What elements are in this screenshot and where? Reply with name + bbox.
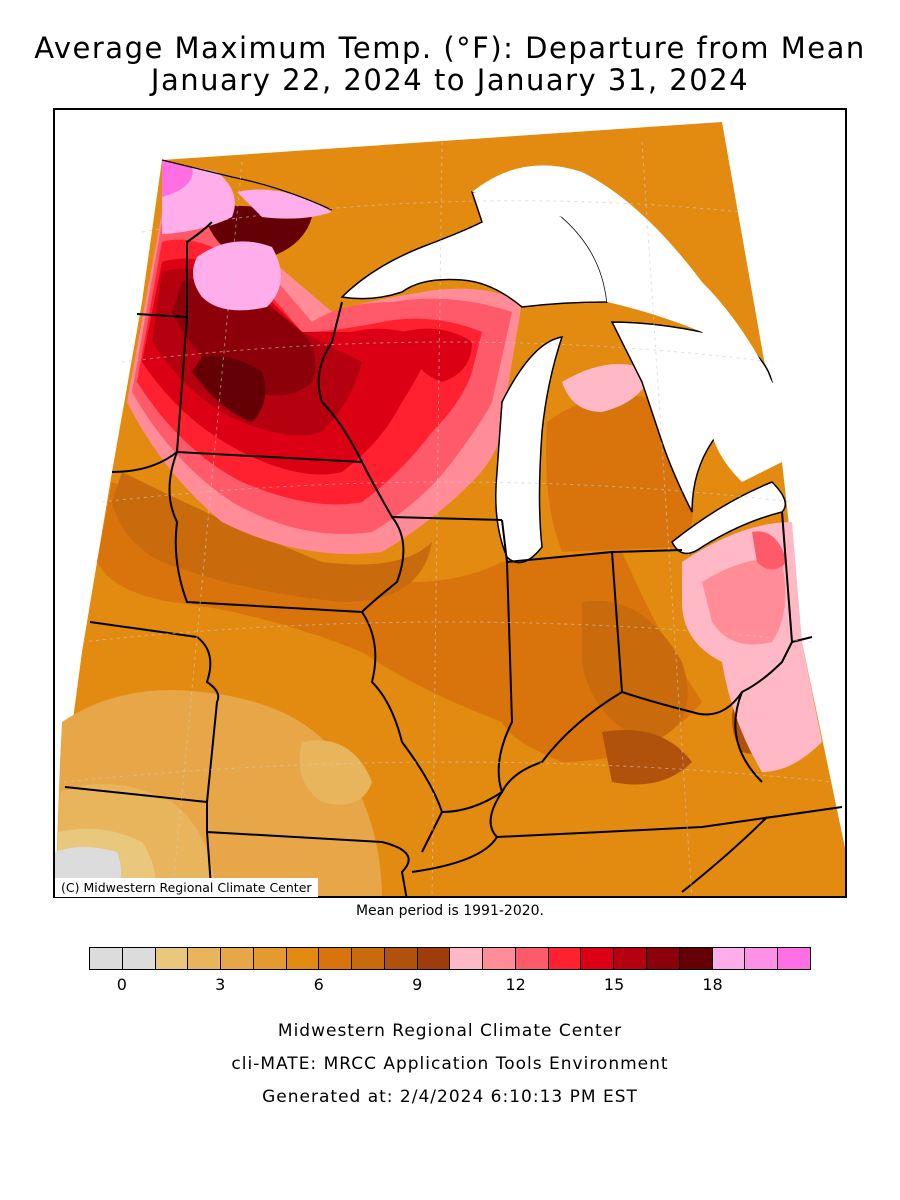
map-date-range: January 22, 2024 to January 31, 2024	[150, 63, 750, 97]
legend-swatch	[384, 948, 418, 969]
legend-swatch	[745, 948, 779, 969]
legend-swatch	[548, 948, 582, 969]
legend-swatch	[712, 948, 746, 969]
legend-tick-label: 0	[116, 975, 127, 994]
map-title: Average Maximum Temp. (°F): Departure fr…	[34, 31, 866, 65]
canada-border-north	[161, 159, 333, 211]
legend-swatch	[417, 948, 451, 969]
mean-period-note: Mean period is 1991-2020.	[355, 903, 545, 919]
legend-swatch	[614, 948, 648, 969]
legend-swatch	[778, 948, 810, 969]
footer-generated-time: Generated at: 2/4/2024 6:10:13 PM EST	[262, 1087, 638, 1107]
legend-swatch	[483, 948, 516, 969]
state-borders	[64, 221, 843, 896]
legend-tick-label: 6	[313, 975, 324, 994]
legend-swatch	[253, 948, 287, 969]
map-frame	[53, 108, 847, 898]
legend-swatch	[450, 948, 484, 969]
legend-tick-label: 3	[215, 975, 226, 994]
lake-erie	[671, 481, 787, 555]
departure-map	[55, 122, 845, 896]
canada-region	[472, 165, 782, 483]
copyright-label: (C) Midwestern Regional Climate Center	[55, 878, 318, 897]
color-legend	[89, 947, 811, 970]
legend-swatch	[647, 948, 680, 969]
legend-swatch	[515, 948, 549, 969]
legend-tick-label: 9	[412, 975, 423, 994]
legend-tick-label: 15	[603, 975, 625, 994]
legend-swatch	[286, 948, 320, 969]
footer-tool-name: cli-MATE: MRCC Application Tools Environ…	[231, 1054, 669, 1074]
legend-swatch	[188, 948, 222, 969]
lake-michigan	[495, 336, 564, 564]
legend-swatch	[352, 948, 385, 969]
footer-organization: Midwestern Regional Climate Center	[277, 1021, 623, 1041]
legend-swatch	[679, 948, 713, 969]
legend-swatch	[319, 948, 353, 969]
legend-tick-label: 12	[505, 975, 526, 994]
legend-swatch	[155, 948, 189, 969]
legend-swatch	[581, 948, 615, 969]
legend-swatch	[221, 948, 254, 969]
legend-tick-label: 18	[702, 975, 723, 994]
legend-swatch	[90, 948, 123, 969]
graticule	[63, 141, 833, 896]
legend-swatch	[122, 948, 156, 969]
